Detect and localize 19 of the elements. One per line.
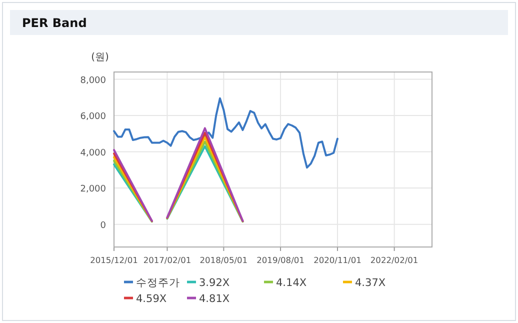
- y-tick-label: 4,000: [80, 148, 106, 158]
- x-tick-label: 2022/02/01: [370, 255, 418, 265]
- x-tick-label: 2020/11/01: [314, 255, 362, 265]
- legend-label: 4.81X: [199, 293, 230, 305]
- y-tick-label: 2,000: [80, 184, 106, 195]
- legend-label: 4.59X: [136, 293, 167, 305]
- legend-label: 수정주가: [136, 277, 180, 289]
- x-tick-label: 2015/12/01: [90, 255, 138, 265]
- legend-label: 4.14X: [276, 277, 307, 289]
- legend-label: 4.37X: [355, 277, 386, 289]
- y-tick-label: 6,000: [80, 112, 106, 122]
- y-tick-label: 8,000: [80, 76, 106, 86]
- x-tick-label: 2018/05/01: [200, 255, 248, 265]
- y-tick-label: 0: [100, 220, 106, 231]
- x-tick-label: 2019/08/01: [256, 255, 304, 265]
- x-tick-label: 2017/02/01: [143, 255, 192, 265]
- title: PER Band: [22, 16, 87, 30]
- y-axis-title: (원): [91, 52, 109, 63]
- legend-label: 3.92X: [199, 277, 230, 289]
